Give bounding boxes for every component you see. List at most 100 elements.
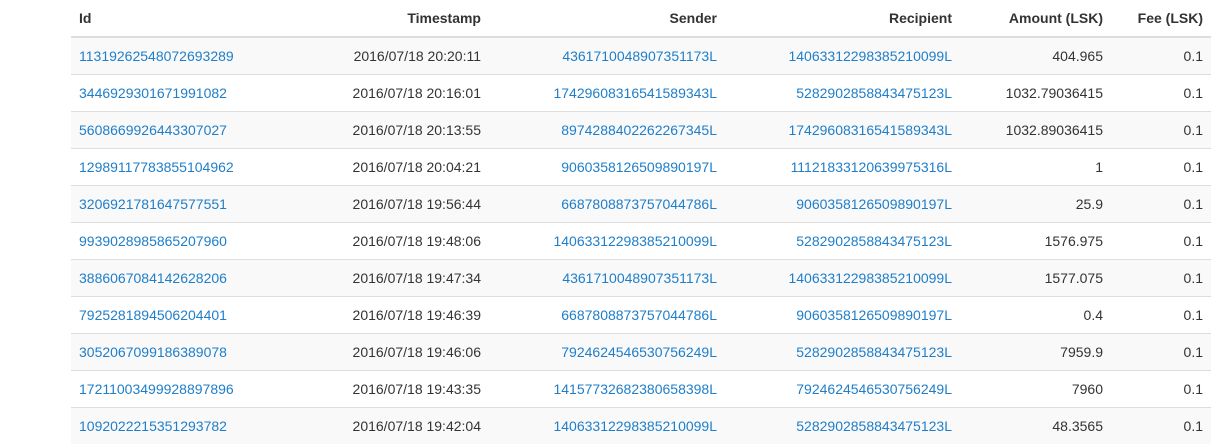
table-row: 1092022215351293782 2016/07/18 19:42:04 14…	[71, 406, 1211, 444]
amount-cell: 7959.9	[960, 332, 1111, 370]
amount-cell: 1577.075	[960, 258, 1111, 296]
header-amount[interactable]: Amount (LSK)	[960, 0, 1111, 38]
fee-cell: 0.1	[1111, 332, 1211, 370]
table-row: 12989117783855104962 2016/07/18 20:04:21 9…	[71, 147, 1211, 185]
id-cell: 12989117783855104962	[71, 147, 264, 185]
timestamp-cell: 2016/07/18 20:20:11	[264, 36, 489, 74]
header-timestamp[interactable]: Timestamp	[264, 0, 489, 38]
recipient-link[interactable]: 11121833120639975316L	[790, 158, 952, 175]
sender-link[interactable]: 6687808873757044786L	[561, 306, 717, 323]
id-cell: 3446929301671991082	[71, 73, 264, 111]
sender-link[interactable]: 17429608316541589343L	[553, 84, 717, 101]
transaction-id-link[interactable]: 3052067099186389078	[79, 343, 227, 360]
table-body: 11319262548072693289 2016/07/18 20:20:11 4…	[71, 36, 1211, 444]
table-row: 9939028985865207960 2016/07/18 19:48:06 14…	[71, 221, 1211, 259]
id-cell: 17211003499928897896	[71, 369, 264, 407]
amount-cell: 25.9	[960, 184, 1111, 222]
header-recipient[interactable]: Recipient	[725, 0, 960, 38]
amount-cell: 1	[960, 147, 1111, 185]
table-row: 17211003499928897896 2016/07/18 19:43:35 1…	[71, 369, 1211, 407]
sender-link[interactable]: 14157732682380658398L	[553, 380, 717, 397]
transaction-id-link[interactable]: 9939028985865207960	[79, 232, 227, 249]
transaction-id-link[interactable]: 3206921781647577551	[79, 195, 227, 212]
timestamp-cell: 2016/07/18 19:56:44	[264, 184, 489, 222]
recipient-cell: 17429608316541589343L	[725, 110, 960, 148]
header-row: Id Timestamp Sender Recipient Amount (LS…	[71, 0, 1211, 38]
recipient-cell: 5282902858843475123L	[725, 332, 960, 370]
timestamp-cell: 2016/07/18 19:46:39	[264, 295, 489, 333]
timestamp-cell: 2016/07/18 19:46:06	[264, 332, 489, 370]
header-sender[interactable]: Sender	[489, 0, 725, 38]
transaction-id-link[interactable]: 12989117783855104962	[79, 158, 234, 175]
id-cell: 5608669926443307027	[71, 110, 264, 148]
fee-cell: 0.1	[1111, 110, 1211, 148]
amount-cell: 1032.89036415	[960, 110, 1111, 148]
amount-cell: 0.4	[960, 295, 1111, 333]
sender-cell: 14063312298385210099L	[489, 406, 725, 444]
recipient-cell: 9060358126509890197L	[725, 184, 960, 222]
recipient-cell: 5282902858843475123L	[725, 73, 960, 111]
amount-cell: 48.3565	[960, 406, 1111, 444]
fee-cell: 0.1	[1111, 258, 1211, 296]
amount-cell: 1576.975	[960, 221, 1111, 259]
fee-cell: 0.1	[1111, 369, 1211, 407]
sender-link[interactable]: 9060358126509890197L	[561, 158, 717, 175]
sender-link[interactable]: 6687808873757044786L	[561, 195, 717, 212]
recipient-link[interactable]: 17429608316541589343L	[788, 121, 952, 138]
transaction-id-link[interactable]: 3446929301671991082	[79, 84, 227, 101]
id-cell: 3886067084142628206	[71, 258, 264, 296]
table-row: 3052067099186389078 2016/07/18 19:46:06 79…	[71, 332, 1211, 370]
recipient-link[interactable]: 5282902858843475123L	[796, 417, 952, 434]
fee-cell: 0.1	[1111, 73, 1211, 111]
transaction-id-link[interactable]: 5608669926443307027	[79, 121, 227, 138]
sender-link[interactable]: 14063312298385210099L	[553, 232, 717, 249]
transaction-id-link[interactable]: 1092022215351293782	[79, 417, 227, 434]
sender-cell: 14063312298385210099L	[489, 221, 725, 259]
timestamp-cell: 2016/07/18 19:43:35	[264, 369, 489, 407]
recipient-cell: 11121833120639975316L	[725, 147, 960, 185]
transactions-table: Id Timestamp Sender Recipient Amount (LS…	[71, 0, 1211, 444]
sender-cell: 9060358126509890197L	[489, 147, 725, 185]
sender-link[interactable]: 4361710048907351173L	[562, 269, 717, 286]
id-cell: 9939028985865207960	[71, 221, 264, 259]
sender-cell: 6687808873757044786L	[489, 295, 725, 333]
amount-cell: 1032.79036415	[960, 73, 1111, 111]
recipient-link[interactable]: 7924624546530756249L	[796, 380, 952, 397]
sender-link[interactable]: 7924624546530756249L	[561, 343, 717, 360]
recipient-link[interactable]: 5282902858843475123L	[796, 84, 952, 101]
recipient-link[interactable]: 5282902858843475123L	[796, 232, 952, 249]
transaction-id-link[interactable]: 11319262548072693289	[79, 47, 234, 64]
timestamp-cell: 2016/07/18 20:16:01	[264, 73, 489, 111]
sender-link[interactable]: 8974288402262267345L	[561, 121, 717, 138]
header-fee[interactable]: Fee (LSK)	[1111, 0, 1211, 38]
transaction-id-link[interactable]: 3886067084142628206	[79, 269, 227, 286]
sender-link[interactable]: 14063312298385210099L	[553, 417, 717, 434]
recipient-link[interactable]: 9060358126509890197L	[796, 306, 952, 323]
amount-cell: 7960	[960, 369, 1111, 407]
table-header: Id Timestamp Sender Recipient Amount (LS…	[71, 0, 1211, 38]
table-row: 3446929301671991082 2016/07/18 20:16:01 17…	[71, 73, 1211, 111]
recipient-link[interactable]: 5282902858843475123L	[796, 343, 952, 360]
header-id[interactable]: Id	[71, 0, 264, 38]
recipient-link[interactable]: 9060358126509890197L	[796, 195, 952, 212]
recipient-link[interactable]: 14063312298385210099L	[788, 269, 952, 286]
timestamp-cell: 2016/07/18 20:04:21	[264, 147, 489, 185]
fee-cell: 0.1	[1111, 221, 1211, 259]
sender-cell: 6687808873757044786L	[489, 184, 725, 222]
sender-cell: 4361710048907351173L	[489, 258, 725, 296]
id-cell: 3052067099186389078	[71, 332, 264, 370]
recipient-link[interactable]: 14063312298385210099L	[788, 47, 952, 64]
sender-cell: 17429608316541589343L	[489, 73, 725, 111]
transaction-id-link[interactable]: 7925281894506204401	[79, 306, 227, 323]
transaction-id-link[interactable]: 17211003499928897896	[79, 380, 234, 397]
id-cell: 11319262548072693289	[71, 36, 264, 74]
table-row: 7925281894506204401 2016/07/18 19:46:39 66…	[71, 295, 1211, 333]
sender-cell: 7924624546530756249L	[489, 332, 725, 370]
sender-cell: 4361710048907351173L	[489, 36, 725, 74]
sender-link[interactable]: 4361710048907351173L	[562, 47, 717, 64]
fee-cell: 0.1	[1111, 184, 1211, 222]
fee-cell: 0.1	[1111, 406, 1211, 444]
id-cell: 1092022215351293782	[71, 406, 264, 444]
recipient-cell: 14063312298385210099L	[725, 258, 960, 296]
timestamp-cell: 2016/07/18 20:13:55	[264, 110, 489, 148]
